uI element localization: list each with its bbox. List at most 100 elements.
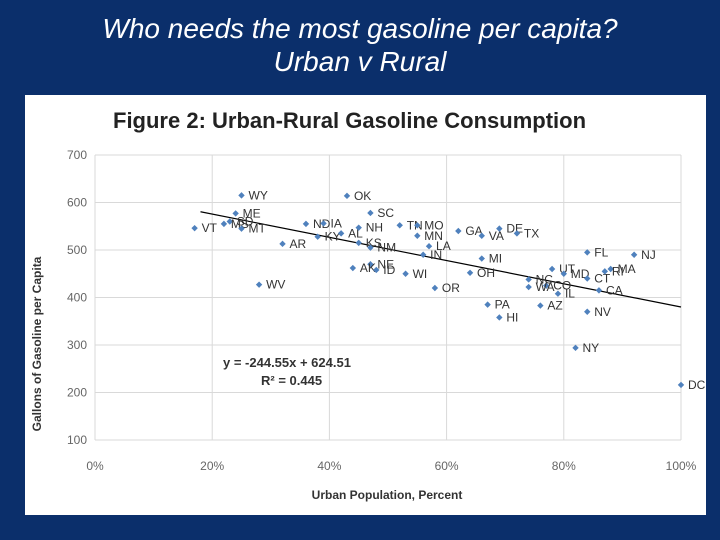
data-point-mt xyxy=(238,225,245,232)
point-label-ny: NY xyxy=(583,341,600,355)
point-label-id: ID xyxy=(383,263,395,277)
point-label-nc: NC xyxy=(536,272,554,286)
y-tick-label: 400 xyxy=(67,291,87,305)
data-point-ne xyxy=(367,261,374,268)
data-point-md xyxy=(560,270,567,277)
trendline-r-squared: R² = 0.445 xyxy=(261,373,322,388)
point-label-wy: WY xyxy=(249,188,268,202)
data-point-il xyxy=(554,290,562,297)
y-tick-label: 700 xyxy=(67,148,87,162)
data-point-ms xyxy=(220,220,228,228)
point-label-tx: TX xyxy=(524,226,539,240)
y-axis-label: Gallons of Gasoline per Capita xyxy=(30,256,44,431)
point-label-mt: MT xyxy=(249,222,267,236)
data-point-dc xyxy=(677,381,685,389)
point-label-ia: IA xyxy=(331,216,342,230)
data-point-pa xyxy=(484,301,491,308)
x-tick-label: 100% xyxy=(666,459,697,473)
data-point-nm xyxy=(367,244,374,251)
slide-title: Who needs the most gasoline per capita? … xyxy=(0,12,720,78)
point-label-wa: WA xyxy=(536,280,555,294)
point-label-va: VA xyxy=(489,229,504,243)
data-point-mi xyxy=(478,255,485,262)
point-label-nm: NM xyxy=(377,241,396,255)
data-point-id xyxy=(373,266,380,274)
point-label-hi: HI xyxy=(506,310,518,324)
data-point-ok xyxy=(343,192,351,200)
data-point-vt xyxy=(191,224,198,232)
point-label-md: MD xyxy=(571,267,590,281)
point-label-ri: RI xyxy=(612,264,624,278)
y-tick-label: 200 xyxy=(67,386,87,400)
data-point-nh xyxy=(355,224,362,231)
point-label-ca: CA xyxy=(606,283,623,297)
x-axis-label: Urban Population, Percent xyxy=(312,488,463,502)
data-point-ri xyxy=(601,268,609,275)
point-label-pa: PA xyxy=(495,298,510,312)
data-point-ma xyxy=(607,265,614,273)
data-point-nc xyxy=(525,276,532,283)
point-label-la: LA xyxy=(436,239,451,253)
data-point-co xyxy=(543,282,550,289)
data-point-wv xyxy=(255,281,263,288)
x-tick-label: 80% xyxy=(552,459,576,473)
data-point-ca xyxy=(595,287,603,294)
data-point-wa xyxy=(525,283,532,291)
data-point-wy xyxy=(238,192,245,199)
data-point-ct xyxy=(584,275,591,282)
point-label-ak: AK xyxy=(360,261,376,275)
point-label-nh: NH xyxy=(366,221,383,235)
point-label-in: IN xyxy=(430,248,442,262)
point-label-mo: MO xyxy=(424,218,443,232)
slide-title-line2: Urban v Rural xyxy=(273,46,447,77)
grid-layer xyxy=(94,154,682,441)
data-point-tn xyxy=(396,222,403,229)
x-tick-label: 20% xyxy=(200,459,224,473)
data-point-in xyxy=(419,251,427,258)
data-point-mn xyxy=(414,232,421,239)
data-point-ia xyxy=(320,220,327,227)
point-label-me: ME xyxy=(243,206,261,220)
point-label-nj: NJ xyxy=(641,248,656,262)
point-label-ga: GA xyxy=(465,224,482,238)
data-point-ar xyxy=(279,240,286,248)
data-point-ks xyxy=(355,239,362,247)
chart-title: Figure 2: Urban-Rural Gasoline Consumpti… xyxy=(113,108,587,133)
x-tick-label: 40% xyxy=(317,459,341,473)
tick-layer: 100 200 300 400 500 600 700 0% 20% 40% 60% 80% 100% xyxy=(67,148,697,473)
point-label-co: CO xyxy=(553,279,571,293)
point-label-ct: CT xyxy=(594,272,611,286)
data-point-va xyxy=(478,232,485,239)
data-point-sd xyxy=(226,218,233,225)
data-point-ga xyxy=(455,227,462,235)
y-tick-label: 600 xyxy=(67,196,87,210)
data-point-nd xyxy=(302,220,310,228)
x-tick-label: 60% xyxy=(435,459,459,473)
data-point-nj xyxy=(630,251,638,258)
point-label-vt: VT xyxy=(202,221,218,235)
chart-panel: Figure 2: Urban-Rural Gasoline Consumpti… xyxy=(25,95,706,515)
y-tick-label: 100 xyxy=(67,433,87,447)
point-label-wi: WI xyxy=(413,267,428,281)
x-tick-label: 0% xyxy=(86,459,104,473)
point-label-sc: SC xyxy=(377,206,394,220)
data-point-de xyxy=(496,225,503,232)
data-point-az xyxy=(537,302,544,309)
point-label-wv: WV xyxy=(266,278,285,292)
data-point-al xyxy=(337,230,345,237)
point-label-il: IL xyxy=(565,287,575,301)
data-point-mo xyxy=(414,222,421,229)
point-label-fl: FL xyxy=(594,245,608,259)
data-point-wi xyxy=(402,270,409,277)
point-label-ms: MS xyxy=(231,217,249,231)
point-label-mn: MN xyxy=(424,229,443,243)
data-point-la xyxy=(425,243,433,250)
point-layer: VTWYMESDMSMTARWVOKSCNDIAKYALNHTNMOMNKSNM… xyxy=(191,188,706,392)
point-label-ky: KY xyxy=(325,230,341,244)
data-point-hi xyxy=(496,314,503,321)
point-label-az: AZ xyxy=(547,299,562,313)
data-point-nv xyxy=(584,308,591,315)
point-label-dc: DC xyxy=(688,378,706,392)
data-point-me xyxy=(232,210,239,217)
